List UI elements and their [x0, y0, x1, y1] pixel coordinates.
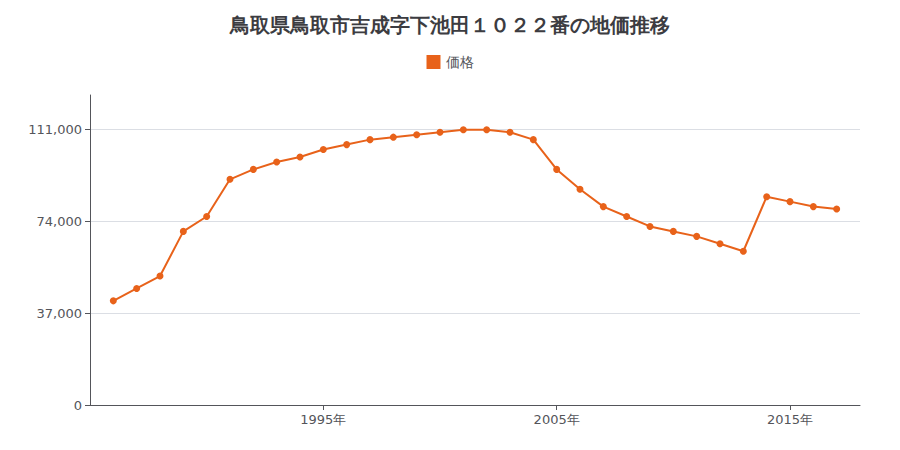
- svg-text:111,000: 111,000: [28, 122, 82, 137]
- svg-text:1995年: 1995年: [300, 412, 346, 427]
- svg-text:0: 0: [74, 398, 82, 413]
- svg-text:74,000: 74,000: [37, 214, 83, 229]
- svg-text:2015年: 2015年: [767, 412, 813, 427]
- svg-text:37,000: 37,000: [37, 306, 83, 321]
- svg-text:価格: 価格: [446, 54, 474, 70]
- svg-text:2005年: 2005年: [534, 412, 580, 427]
- svg-text:鳥取県鳥取市吉成字下池田１０２２番の地価推移: 鳥取県鳥取市吉成字下池田１０２２番の地価推移: [229, 13, 670, 37]
